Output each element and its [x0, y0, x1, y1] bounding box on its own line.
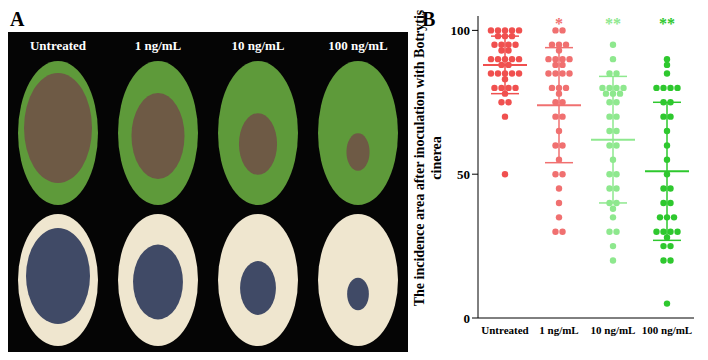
svg-text:Untreated: Untreated — [30, 38, 87, 53]
svg-text:A: A — [10, 8, 25, 30]
svg-text:**: ** — [605, 15, 621, 32]
svg-text:100 ng/mL: 100 ng/mL — [642, 324, 692, 336]
svg-text:1 ng/mL: 1 ng/mL — [539, 324, 578, 336]
svg-text:50: 50 — [457, 167, 470, 182]
html-text:The incidence area after inocu: The incidence area after inoculation wit… — [412, 9, 444, 307]
svg-text:10 ng/mL: 10 ng/mL — [231, 38, 284, 53]
svg-text:**: ** — [659, 15, 675, 32]
svg-text:*: * — [555, 15, 563, 32]
svg-text:0: 0 — [464, 311, 471, 326]
svg-text:100: 100 — [451, 23, 471, 38]
svg-text:100 ng/mL: 100 ng/mL — [328, 38, 388, 53]
svg-text:1 ng/mL: 1 ng/mL — [135, 38, 182, 53]
html-text:B: B — [422, 8, 436, 30]
svg-text:Untreated: Untreated — [481, 324, 528, 336]
svg-text:10 ng/mL: 10 ng/mL — [591, 324, 636, 336]
